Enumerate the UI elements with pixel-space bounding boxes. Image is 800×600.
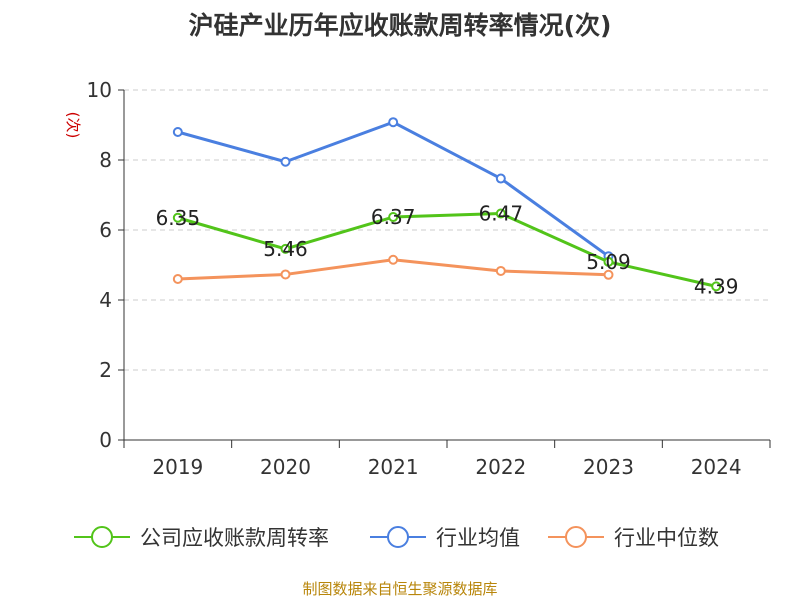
legend[interactable]: 公司应收账款周转率 行业均值 行业中位数 (74, 526, 719, 550)
data-point (388, 254, 399, 265)
legend-item-0[interactable]: 公司应收账款周转率 (74, 526, 329, 550)
data-label: 4.39 (694, 274, 739, 298)
y-tick-label: 10 (87, 78, 112, 102)
x-tick-label: 2024 (691, 455, 742, 479)
data-label: 6.47 (479, 202, 524, 226)
x-tick-label: 2021 (368, 455, 419, 479)
legend-label: 行业均值 (436, 526, 520, 550)
y-tick-label: 8 (99, 148, 112, 172)
series-line-0 (177, 212, 717, 288)
y-tick-label: 0 (99, 428, 112, 452)
axes: 0 2 4 6 8 10 2019 2020 2021 2022 2023 2024 (87, 78, 771, 479)
y-tick-label: 6 (99, 218, 112, 242)
y-axis-unit: (次) (64, 112, 82, 139)
legend-item-2[interactable]: 行业中位数 (548, 526, 719, 550)
chart-title: 沪硅产业历年应收账款周转率情况(次) (189, 11, 612, 40)
data-point (711, 281, 722, 292)
data-point (388, 117, 399, 128)
data-point (172, 274, 183, 284)
data-point (388, 212, 399, 223)
data-point (280, 269, 291, 280)
data-point (280, 243, 291, 254)
x-tick-label: 2020 (260, 455, 311, 479)
data-point (603, 269, 614, 280)
legend-marker (387, 526, 409, 548)
data-label: 6.37 (371, 205, 416, 229)
legend-label: 行业中位数 (614, 526, 719, 550)
data-point (280, 156, 291, 167)
source-note: 制图数据来自恒生聚源数据库 (302, 580, 497, 598)
data-label: 5.46 (263, 237, 308, 261)
series-layer (172, 117, 722, 292)
y-tick-label: 2 (99, 358, 112, 382)
data-point (495, 265, 506, 276)
x-tick-label: 2019 (152, 455, 203, 479)
data-point (495, 208, 506, 219)
data-point (172, 127, 183, 137)
legend-item-1[interactable]: 行业均值 (370, 526, 520, 550)
data-point (172, 212, 183, 223)
x-tick-label: 2023 (583, 455, 634, 479)
data-labels: 6.35 5.46 6.37 6.47 5.09 4.39 (156, 202, 739, 299)
legend-marker (91, 526, 113, 548)
x-tick-label: 2022 (475, 455, 526, 479)
data-point (603, 256, 614, 267)
legend-label: 公司应收账款周转率 (140, 526, 329, 550)
data-label: 6.35 (156, 206, 201, 230)
data-point (495, 173, 506, 184)
data-label: 5.09 (586, 250, 631, 274)
y-tick-label: 4 (99, 288, 112, 312)
legend-marker (565, 526, 587, 548)
